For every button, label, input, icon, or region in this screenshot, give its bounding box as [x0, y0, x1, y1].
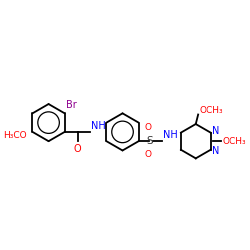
Text: N: N: [212, 146, 219, 156]
Text: O: O: [74, 144, 82, 154]
Text: O: O: [145, 150, 152, 159]
Text: OCH₃: OCH₃: [222, 137, 246, 146]
Text: Br: Br: [66, 100, 76, 110]
Text: NH: NH: [91, 121, 106, 131]
Text: NH: NH: [163, 130, 178, 140]
Text: N: N: [212, 126, 219, 136]
Text: H₃CO: H₃CO: [3, 131, 26, 140]
Text: O: O: [145, 123, 152, 132]
Text: OCH₃: OCH₃: [199, 106, 223, 116]
Text: S: S: [146, 136, 153, 146]
